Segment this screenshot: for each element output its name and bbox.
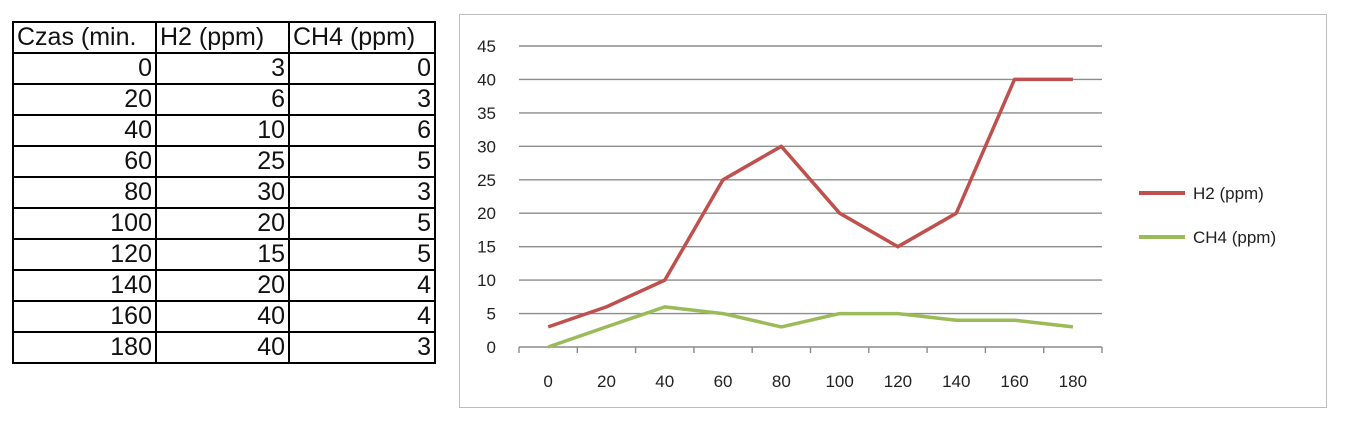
cell-h2: 40	[155, 300, 290, 333]
x-tick-label: 180	[1059, 372, 1087, 391]
cell-h2: 3	[155, 52, 290, 85]
table-row: 20 6 3	[12, 83, 436, 116]
cell-time: 120	[12, 238, 157, 271]
cell-ch4: 5	[288, 207, 436, 240]
y-tick-label: 40	[477, 70, 496, 89]
cell-time: 80	[12, 176, 157, 209]
cell-ch4: 3	[288, 83, 436, 116]
header-h2: H2 (ppm)	[155, 21, 290, 54]
cell-h2: 20	[155, 269, 290, 302]
table-row: 60 25 5	[12, 145, 436, 178]
table-row: 160 40 4	[12, 300, 436, 333]
x-tick-label: 100	[825, 372, 853, 391]
series-line-h2	[547, 77, 1073, 329]
y-tick-label: 10	[477, 271, 496, 290]
chart-frame: 0 5 10 15 20 25 30 35 40 45 0 20 40 60 80 100 120 140 160 1…	[459, 14, 1327, 408]
x-tick-label: 0	[543, 372, 552, 391]
table-header-row: Czas (min. H2 (ppm) CH4 (ppm)	[12, 21, 436, 54]
cell-ch4: 5	[288, 145, 436, 178]
data-table: Czas (min. H2 (ppm) CH4 (ppm) 0 3 0 20 6 3 40 1…	[12, 21, 436, 364]
legend-label-h2: H2 (ppm)	[1193, 184, 1264, 203]
y-tick-label: 35	[477, 104, 496, 123]
cell-time: 180	[12, 331, 157, 364]
legend-label-ch4: CH4 (ppm)	[1193, 228, 1276, 247]
cell-time: 0	[12, 52, 157, 85]
x-tick-label: 80	[772, 372, 791, 391]
cell-h2: 20	[155, 207, 290, 240]
x-tick-label: 120	[884, 372, 912, 391]
cell-time: 140	[12, 269, 157, 302]
cell-ch4: 6	[288, 114, 436, 147]
cell-time: 60	[12, 145, 157, 178]
cell-ch4: 4	[288, 269, 436, 302]
header-time: Czas (min.	[12, 21, 157, 54]
header-ch4: CH4 (ppm)	[288, 21, 436, 54]
cell-time: 20	[12, 83, 157, 116]
cell-h2: 30	[155, 176, 290, 209]
cell-h2: 25	[155, 145, 290, 178]
cell-ch4: 4	[288, 300, 436, 333]
cell-ch4: 3	[288, 176, 436, 209]
cell-ch4: 3	[288, 331, 436, 364]
cell-time: 160	[12, 300, 157, 333]
table-row: 100 20 5	[12, 207, 436, 240]
line-chart: 0 5 10 15 20 25 30 35 40 45 0 20 40 60 80 100 120 140 160 1…	[477, 37, 1276, 391]
cell-h2: 10	[155, 114, 290, 147]
y-tick-label: 5	[487, 305, 496, 324]
cell-time: 100	[12, 207, 157, 240]
x-tick-label: 160	[1000, 372, 1028, 391]
table-row: 120 15 5	[12, 238, 436, 271]
cell-h2: 6	[155, 83, 290, 116]
cell-h2: 40	[155, 331, 290, 364]
table-row: 180 40 3	[12, 331, 436, 364]
cell-ch4: 5	[288, 238, 436, 271]
cell-h2: 15	[155, 238, 290, 271]
cell-ch4: 0	[288, 52, 436, 85]
x-tick-label: 20	[597, 372, 616, 391]
y-tick-label: 45	[477, 37, 496, 56]
x-tick-label: 40	[655, 372, 674, 391]
y-tick-label: 30	[477, 137, 496, 156]
y-tick-label: 15	[477, 238, 496, 257]
series-line-ch4	[547, 305, 1074, 349]
table-row: 40 10 6	[12, 114, 436, 147]
x-tick-label: 60	[714, 372, 733, 391]
y-tick-label: 0	[487, 338, 496, 357]
table-row: 80 30 3	[12, 176, 436, 209]
x-tick-label: 140	[942, 372, 970, 391]
y-tick-label: 25	[477, 171, 496, 190]
y-tick-label: 20	[477, 204, 496, 223]
table-row: 140 20 4	[12, 269, 436, 302]
table-body: 0 3 0 20 6 3 40 10 6 60 25 5 80 30 3 100 20 5 120 15 5 140 20 4…	[12, 52, 436, 364]
cell-time: 40	[12, 114, 157, 147]
